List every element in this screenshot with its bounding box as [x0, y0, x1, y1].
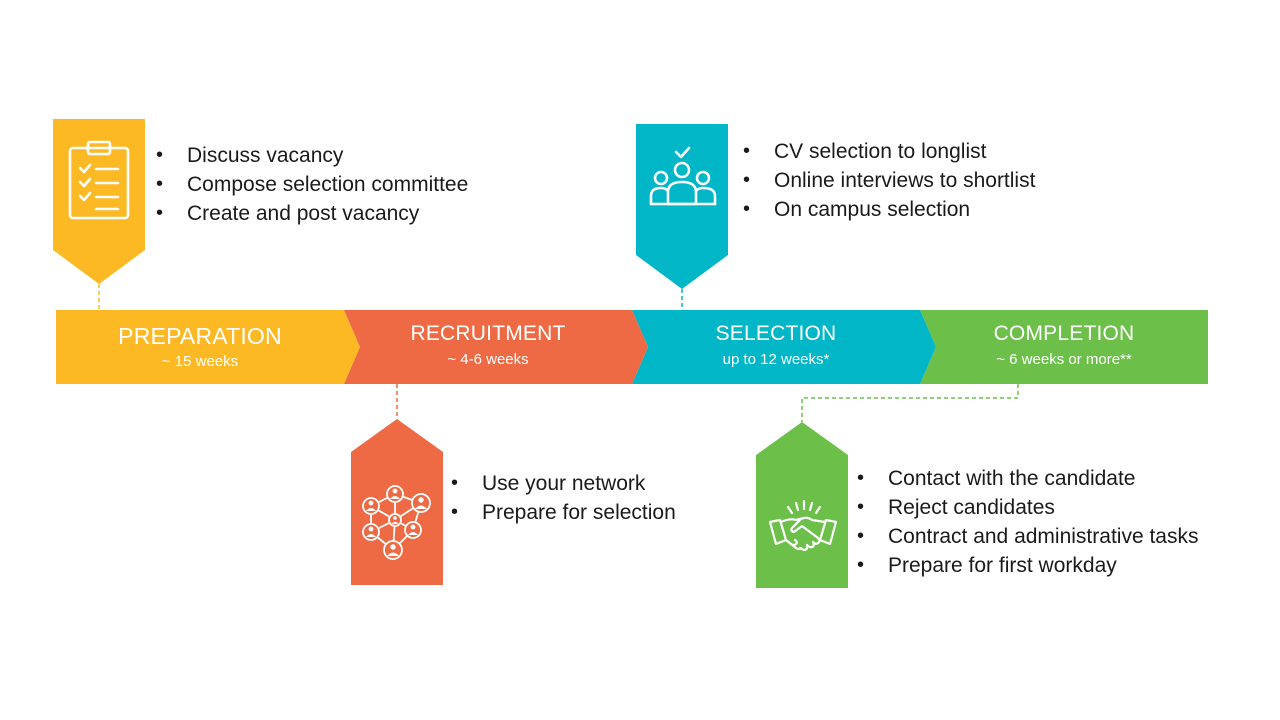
list-item: Reject candidates [857, 493, 1198, 522]
phase-duration: ~ 15 weeks [161, 353, 239, 370]
connector-completion [801, 384, 1019, 422]
phase-duration: ~ 4-6 weeks [447, 351, 529, 368]
phase-segment-selection [632, 310, 936, 384]
phase-name: SELECTION [715, 322, 837, 345]
phase-duration: up to 12 weeks* [722, 351, 830, 368]
recruitment-task-list: Use your network Prepare for selection [451, 469, 676, 527]
phase-selection: SELECTION up to 12 weeks* [632, 320, 920, 370]
phase-preparation: PREPARATION ~ 15 weeks [56, 322, 344, 372]
network-people-icon [357, 480, 437, 569]
clipboard-checklist-icon [66, 138, 132, 227]
phase-segment-completion [920, 310, 1208, 384]
phase-duration: ~ 6 weeks or more** [996, 351, 1132, 368]
phase-name: COMPLETION [993, 322, 1135, 345]
selection-task-list: CV selection to longlist Online intervie… [743, 137, 1035, 224]
preparation-task-list: Discuss vacancy Compose selection commit… [156, 141, 468, 228]
list-item: Online interviews to shortlist [743, 166, 1035, 195]
list-item: CV selection to longlist [743, 137, 1035, 166]
completion-task-list: Contact with the candidate Reject candid… [857, 464, 1198, 580]
list-item: Discuss vacancy [156, 141, 468, 170]
phase-name: RECRUITMENT [410, 322, 566, 345]
phase-name: PREPARATION [118, 323, 282, 349]
callout-shape-completion [756, 422, 848, 588]
list-item: On campus selection [743, 195, 1035, 224]
list-item: Contract and administrative tasks [857, 522, 1198, 551]
phase-segment-recruitment [344, 310, 648, 384]
callout-shape-preparation [53, 119, 145, 284]
list-item: Prepare for selection [451, 498, 676, 527]
list-item: Compose selection committee [156, 170, 468, 199]
phase-completion: COMPLETION ~ 6 weeks or more** [920, 320, 1208, 370]
list-item: Use your network [451, 469, 676, 498]
list-item: Create and post vacancy [156, 199, 468, 228]
handshake-icon [768, 499, 838, 565]
group-check-icon [648, 146, 718, 215]
list-item: Prepare for first workday [857, 551, 1198, 580]
callout-shape-selection [636, 124, 728, 289]
list-item: Contact with the candidate [857, 464, 1198, 493]
phase-segment-preparation [56, 310, 360, 384]
phase-recruitment: RECRUITMENT ~ 4-6 weeks [344, 320, 632, 370]
